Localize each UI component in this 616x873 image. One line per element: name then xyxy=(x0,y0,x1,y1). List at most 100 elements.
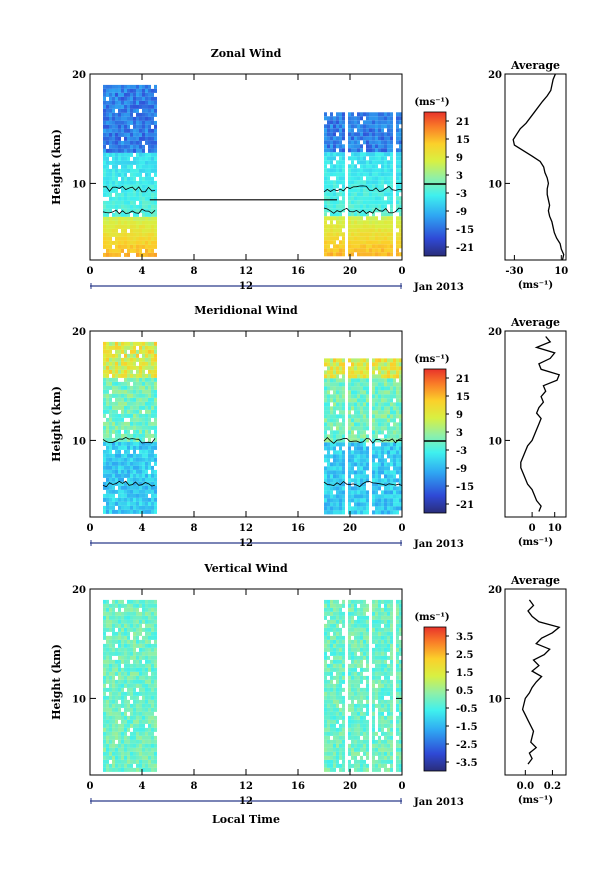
heatmap-cell xyxy=(142,252,145,257)
heatmap-cell xyxy=(366,414,369,419)
heatmap-cell xyxy=(387,683,390,688)
heatmap-cell xyxy=(390,494,393,499)
heatmap-cell xyxy=(372,619,375,624)
heatmap-cell xyxy=(399,599,402,604)
heatmap-cell xyxy=(115,707,118,712)
heatmap-cell xyxy=(360,623,363,628)
heatmap-cell xyxy=(112,144,115,149)
heatmap-cell xyxy=(154,477,157,482)
heatmap-cell xyxy=(103,172,106,177)
heatmap-cell xyxy=(151,687,154,692)
heatmap-cell xyxy=(115,603,118,608)
heatmap-cell xyxy=(148,204,151,209)
heatmap-cell xyxy=(154,100,157,105)
heatmap-cell xyxy=(399,695,402,700)
heatmap-cell xyxy=(354,671,357,676)
heatmap-cell xyxy=(151,353,154,358)
heatmap-cell xyxy=(121,413,124,418)
heatmap-cell xyxy=(127,192,130,197)
heatmap-cell xyxy=(112,703,115,708)
heatmap-cell xyxy=(399,679,402,684)
heatmap-cell xyxy=(369,192,372,197)
heatmap-cell xyxy=(342,743,345,748)
heatmap-cell xyxy=(106,493,109,498)
heatmap-cell xyxy=(103,148,106,153)
heatmap-cell xyxy=(121,731,124,736)
heatmap-cell xyxy=(136,365,139,370)
heatmap-cell xyxy=(115,132,118,137)
heatmap-cell xyxy=(375,204,378,209)
heatmap-cell xyxy=(366,124,369,129)
heatmap-cell xyxy=(333,719,336,724)
heatmap-cell xyxy=(354,651,357,656)
heatmap-cell xyxy=(145,413,148,418)
heatmap-cell xyxy=(154,441,157,446)
heatmap-cell xyxy=(360,382,363,387)
heatmap-cell xyxy=(154,501,157,506)
heatmap-cell xyxy=(127,603,130,608)
heatmap-cell xyxy=(333,687,336,692)
heatmap-cell xyxy=(384,759,387,764)
heatmap-cell xyxy=(112,751,115,756)
heatmap-cell xyxy=(130,224,133,229)
heatmap-cell xyxy=(103,727,106,732)
heatmap-cell xyxy=(339,707,342,712)
heatmap-cell xyxy=(348,216,351,221)
colorbar-tick-label: -1.5 xyxy=(456,722,478,733)
heatmap-cell xyxy=(139,196,142,201)
colorbar-tick-label: -21 xyxy=(456,500,474,511)
heatmap-cell xyxy=(399,707,402,712)
heatmap-cell xyxy=(136,212,139,217)
heatmap-cell xyxy=(396,619,399,624)
heatmap-cell xyxy=(148,615,151,620)
heatmap-cell xyxy=(327,759,330,764)
heatmap-cell xyxy=(106,655,109,660)
colorbar-tick-label: -0.5 xyxy=(456,704,478,715)
heatmap-cell xyxy=(124,469,127,474)
heatmap-cell xyxy=(354,639,357,644)
heatmap-cell xyxy=(387,232,390,237)
heatmap-cell xyxy=(366,382,369,387)
heatmap-cell xyxy=(136,751,139,756)
heatmap-cell xyxy=(151,345,154,350)
heatmap-cell xyxy=(384,366,387,371)
heatmap-cell xyxy=(381,759,384,764)
heatmap-cell xyxy=(342,663,345,668)
heatmap-cell xyxy=(363,635,366,640)
heatmap-cell xyxy=(154,172,157,177)
heatmap-cell xyxy=(127,719,130,724)
heatmap-cell xyxy=(139,96,142,101)
heatmap-cell xyxy=(339,358,342,363)
heatmap-cell xyxy=(384,148,387,153)
heatmap-cell xyxy=(124,441,127,446)
heatmap-cell xyxy=(387,386,390,391)
heatmap-cell xyxy=(112,755,115,760)
heatmap-cell xyxy=(103,228,106,233)
heatmap-cell xyxy=(130,84,133,89)
heatmap-cell xyxy=(151,365,154,370)
heatmap-cell xyxy=(330,366,333,371)
heatmap-cell xyxy=(115,345,118,350)
heatmap-cell xyxy=(103,485,106,490)
heatmap-cell xyxy=(384,647,387,652)
heatmap-cell xyxy=(399,691,402,696)
heatmap-cell xyxy=(360,699,363,704)
heatmap-cell xyxy=(115,140,118,145)
heatmap-cell xyxy=(336,490,339,495)
heatmap-cell xyxy=(387,735,390,740)
heatmap-cell xyxy=(106,156,109,161)
heatmap-cell xyxy=(378,506,381,511)
heatmap-cell xyxy=(127,184,130,189)
heatmap-cell xyxy=(354,394,357,399)
heatmap-cell xyxy=(124,767,127,772)
heatmap-cell xyxy=(360,679,363,684)
heatmap-cell xyxy=(136,691,139,696)
heatmap-cell xyxy=(103,397,106,402)
heatmap-cell xyxy=(115,699,118,704)
heatmap-cell xyxy=(151,659,154,664)
heatmap-cell xyxy=(351,510,354,515)
heatmap-cell xyxy=(396,683,399,688)
heatmap-cell xyxy=(372,414,375,419)
heatmap-cell xyxy=(103,104,106,109)
heatmap-cell xyxy=(103,353,106,358)
